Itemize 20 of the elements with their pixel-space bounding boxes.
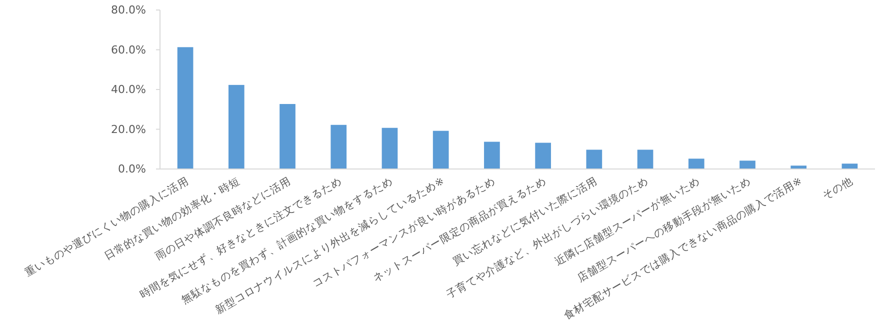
bar xyxy=(330,124,347,169)
y-tick-label: 0.0% xyxy=(118,162,146,176)
bar xyxy=(382,128,398,169)
bar xyxy=(432,130,449,169)
bar xyxy=(688,158,704,169)
bar xyxy=(228,84,244,169)
y-tick-label: 80.0% xyxy=(111,4,146,17)
bar xyxy=(842,164,858,169)
bar xyxy=(484,142,500,169)
bar xyxy=(790,166,807,169)
y-tick-label: 40.0% xyxy=(111,83,146,96)
x-tick-label: その他 xyxy=(820,175,856,202)
bar xyxy=(740,160,756,169)
y-tick-label: 60.0% xyxy=(111,43,146,56)
bar xyxy=(177,47,194,169)
bar xyxy=(535,142,551,169)
y-tick-label: 20.0% xyxy=(111,122,146,136)
bar xyxy=(280,104,296,169)
bar xyxy=(586,150,602,169)
bar xyxy=(637,150,654,169)
